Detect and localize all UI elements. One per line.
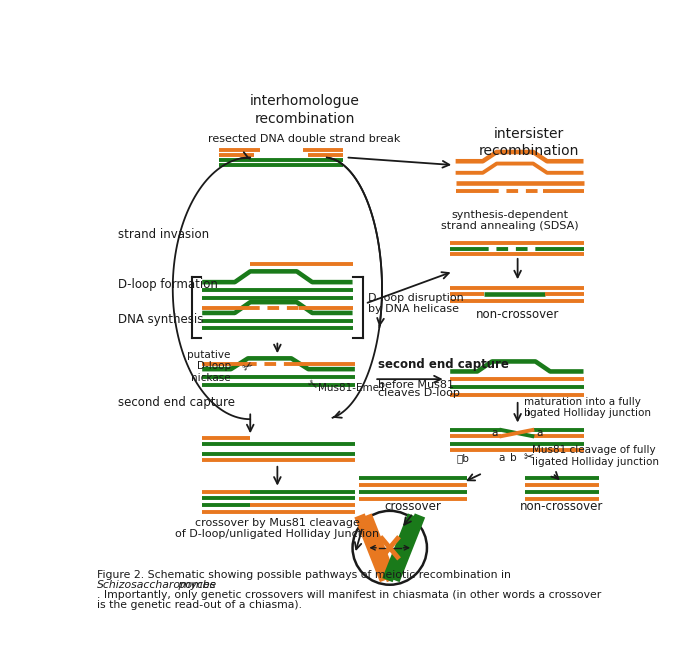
Text: ✂: ✂: [240, 358, 256, 375]
Text: D-loop formation: D-loop formation: [118, 278, 218, 291]
Text: . Importantly, only genetic crossovers will manifest in chiasmata (in other word: . Importantly, only genetic crossovers w…: [97, 590, 601, 600]
Text: strand invasion: strand invasion: [118, 228, 209, 241]
Text: second end capture: second end capture: [378, 358, 509, 371]
Text: crossover: crossover: [384, 500, 442, 513]
Text: before Mus81: before Mus81: [378, 380, 454, 390]
Text: maturation into a fully
ligated Holliday junction: maturation into a fully ligated Holliday…: [524, 397, 651, 419]
Text: resected DNA double strand break: resected DNA double strand break: [209, 133, 400, 143]
Text: crossover by Mus81 cleavage
of D-loop/unligated Holliday Junction: crossover by Mus81 cleavage of D-loop/un…: [175, 518, 379, 539]
Text: ✂: ✂: [304, 377, 320, 393]
Text: a: a: [491, 428, 498, 438]
Text: synthesis-dependent
strand annealing (SDSA): synthesis-dependent strand annealing (SD…: [441, 210, 579, 231]
Text: intersister
recombination: intersister recombination: [479, 127, 580, 158]
Text: putative
D-loop
nickase: putative D-loop nickase: [188, 350, 231, 383]
Text: b: b: [524, 408, 531, 418]
Text: a: a: [536, 428, 542, 438]
Text: pombe: pombe: [175, 580, 216, 590]
Text: non-crossover: non-crossover: [520, 500, 603, 513]
Text: interhomologue
recombination: interhomologue recombination: [250, 94, 359, 125]
Text: D-loop disruption
by DNA helicase: D-loop disruption by DNA helicase: [368, 293, 464, 314]
Text: ✂: ✂: [524, 451, 534, 464]
Text: Mus81-Eme1: Mus81-Eme1: [318, 383, 386, 393]
Text: non-crossover: non-crossover: [476, 308, 559, 320]
Text: b: b: [510, 453, 517, 463]
Text: Schizosaccharomyces: Schizosaccharomyces: [97, 580, 216, 590]
Text: cleaves D-loop: cleaves D-loop: [378, 389, 460, 399]
Text: Figure 2. Schematic showing possible pathways of meiotic recombination in: Figure 2. Schematic showing possible pat…: [97, 570, 514, 580]
Text: is the genetic read-out of a chiasma).: is the genetic read-out of a chiasma).: [97, 600, 302, 610]
Text: a: a: [498, 453, 505, 463]
Text: ⟋b: ⟋b: [456, 453, 469, 463]
Text: DNA synthesis: DNA synthesis: [118, 313, 204, 326]
Text: second end capture: second end capture: [118, 396, 235, 409]
Text: Mus81 cleavage of fully
ligated Holliday junction: Mus81 cleavage of fully ligated Holliday…: [533, 446, 659, 467]
